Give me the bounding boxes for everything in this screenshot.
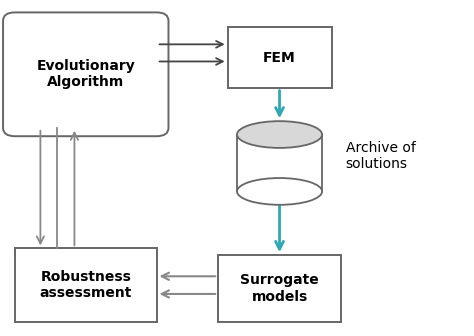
Text: FEM: FEM — [263, 51, 296, 65]
Polygon shape — [237, 134, 322, 192]
Text: Evolutionary
Algorithm: Evolutionary Algorithm — [36, 59, 135, 89]
Ellipse shape — [237, 121, 322, 148]
Text: Archive of
solutions: Archive of solutions — [346, 141, 416, 171]
FancyBboxPatch shape — [15, 248, 156, 322]
Text: Robustness
assessment: Robustness assessment — [39, 270, 132, 300]
FancyBboxPatch shape — [3, 12, 168, 136]
Ellipse shape — [237, 178, 322, 205]
FancyBboxPatch shape — [228, 28, 331, 88]
FancyBboxPatch shape — [218, 255, 341, 322]
Text: Surrogate
models: Surrogate models — [240, 274, 319, 303]
